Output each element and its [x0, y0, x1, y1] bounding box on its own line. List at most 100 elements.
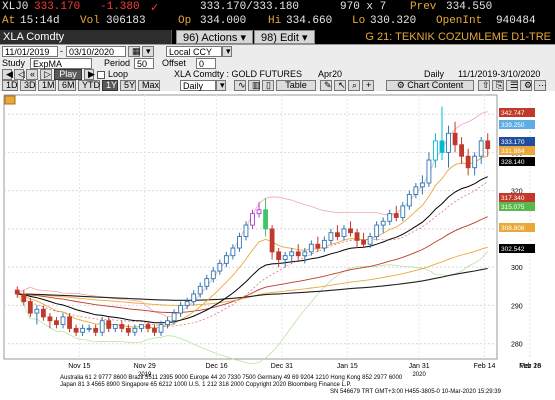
- candle-body: [341, 228, 347, 238]
- candle-body: [230, 247, 236, 257]
- op-label: Op: [178, 15, 192, 27]
- period-button-1m[interactable]: 1M: [38, 80, 56, 91]
- last-value-tag: [499, 137, 535, 146]
- candle-body: [276, 251, 282, 260]
- candle-body: [367, 236, 373, 245]
- export-icon[interactable]: ⎘: [492, 80, 504, 91]
- date-range-label: 11/1/2019-3/10/2020: [458, 69, 541, 79]
- chevron-down-icon[interactable]: ▾: [142, 46, 154, 57]
- candle-body: [184, 301, 190, 306]
- legend-icon[interactable]: ☰: [506, 80, 518, 91]
- settings-icon[interactable]: ⚙: [520, 80, 532, 91]
- date-from-input[interactable]: 11/01/2019: [2, 46, 58, 57]
- currency-dropdown-icon[interactable]: ▾: [222, 46, 232, 57]
- hi-label: Hi: [268, 15, 282, 27]
- candle-body: [321, 239, 327, 249]
- offset-label: Offset: [162, 58, 186, 68]
- vol-label: Vol: [80, 15, 100, 27]
- play-icon[interactable]: ▶: [84, 69, 95, 80]
- vol-value: 306183: [106, 15, 146, 27]
- candle-body: [210, 270, 216, 280]
- actions-menu-button[interactable]: 96) Actions ▾: [176, 30, 253, 44]
- candle-body: [145, 324, 151, 329]
- x-tick-label: Jan 15: [337, 363, 358, 370]
- frequency-select[interactable]: Daily: [180, 80, 216, 91]
- calendar-icon[interactable]: ▦: [128, 46, 141, 57]
- currency-select[interactable]: Local CCY: [166, 46, 222, 57]
- period-button-3d[interactable]: 3D: [20, 80, 36, 91]
- y-tick-label: 300: [511, 265, 523, 272]
- candle-body: [465, 155, 471, 169]
- options-icon[interactable]: ⋯: [534, 80, 547, 91]
- line-chart-icon[interactable]: ∿: [234, 80, 246, 91]
- step-back-icon[interactable]: ◀: [2, 69, 13, 80]
- candle-body: [14, 289, 20, 295]
- legend-swatch: [4, 95, 16, 105]
- candle-body: [73, 327, 79, 333]
- fast-rewind-icon[interactable]: «: [26, 69, 38, 80]
- last-value-tag: [499, 108, 535, 117]
- loop-checkbox[interactable]: [97, 71, 105, 79]
- last-value-tag: [499, 157, 535, 166]
- date-to-input[interactable]: 03/10/2020: [66, 46, 126, 57]
- security-field[interactable]: XLA Comdty: [0, 30, 172, 44]
- chart-content-button[interactable]: ⚙ Chart Content: [386, 80, 474, 91]
- crosshair-icon[interactable]: +: [362, 80, 374, 91]
- last-value-text: 315.075: [501, 204, 525, 211]
- period-button-5y[interactable]: 5Y: [120, 80, 136, 91]
- share-icon[interactable]: ⇧: [478, 80, 490, 91]
- candle-body: [40, 308, 46, 318]
- play-button[interactable]: Play: [54, 69, 82, 80]
- period-button-1d[interactable]: 1D: [2, 80, 18, 91]
- period-input[interactable]: 50: [134, 58, 154, 69]
- candle-body: [21, 293, 27, 303]
- x-year-label: 2020: [412, 372, 426, 378]
- trade-time: 15:14d: [20, 15, 60, 27]
- candle-chart-icon[interactable]: ▯: [262, 80, 274, 91]
- table-button[interactable]: Table: [276, 80, 316, 91]
- y-tick-label: 280: [511, 342, 523, 349]
- x-tick-label: Mar 16: [519, 363, 541, 370]
- ema-50-line: [17, 216, 488, 313]
- period-button-max[interactable]: Max: [138, 80, 160, 91]
- candle-body: [158, 324, 164, 333]
- candle-body: [485, 140, 491, 150]
- candle-body: [472, 155, 478, 169]
- frequency-dropdown-icon[interactable]: ▾: [216, 80, 226, 91]
- prev-value: 334.550: [446, 1, 493, 13]
- candle-body: [302, 251, 308, 257]
- period-button-ytd[interactable]: YTD: [78, 80, 100, 91]
- bar-chart-icon[interactable]: ▥: [248, 80, 261, 91]
- step-forward-icon[interactable]: ▷: [40, 69, 52, 80]
- chart-content-label: Chart Content: [407, 80, 464, 90]
- candle-body: [354, 232, 360, 241]
- offset-input[interactable]: 0: [196, 58, 216, 69]
- x-tick-label: Feb 14: [474, 363, 496, 370]
- candle-body: [419, 182, 425, 188]
- candle-body: [204, 278, 210, 287]
- edit-menu-button[interactable]: 98) Edit ▾: [254, 30, 315, 44]
- study-select[interactable]: ExpMA: [30, 58, 92, 69]
- period-button-1y[interactable]: 1Y: [102, 80, 118, 91]
- y-tick-label: 290: [511, 303, 523, 310]
- last-value-text: 331.884: [501, 148, 525, 155]
- candle-body: [380, 220, 386, 226]
- candle-body: [269, 228, 275, 253]
- candle-body: [452, 132, 458, 146]
- candle-body: [152, 327, 157, 333]
- zoom-icon[interactable]: ⌕: [348, 80, 360, 91]
- last-value-tag: [499, 202, 535, 211]
- annotate-icon[interactable]: ✎: [320, 80, 332, 91]
- candle-body: [67, 316, 72, 329]
- cursor-icon[interactable]: ↖: [334, 80, 346, 91]
- openint-label: OpenInt: [436, 15, 483, 27]
- x-year-label: 2019: [138, 372, 152, 378]
- period-button-6m[interactable]: 6M: [58, 80, 76, 91]
- net-change: -1.380: [100, 1, 140, 13]
- rewind-icon[interactable]: ◁: [14, 69, 25, 80]
- last-value-tag: [499, 146, 535, 155]
- frequency-label: Daily: [424, 69, 445, 79]
- ticker[interactable]: XLJ0: [2, 1, 29, 13]
- lo-label: Lo: [352, 15, 366, 27]
